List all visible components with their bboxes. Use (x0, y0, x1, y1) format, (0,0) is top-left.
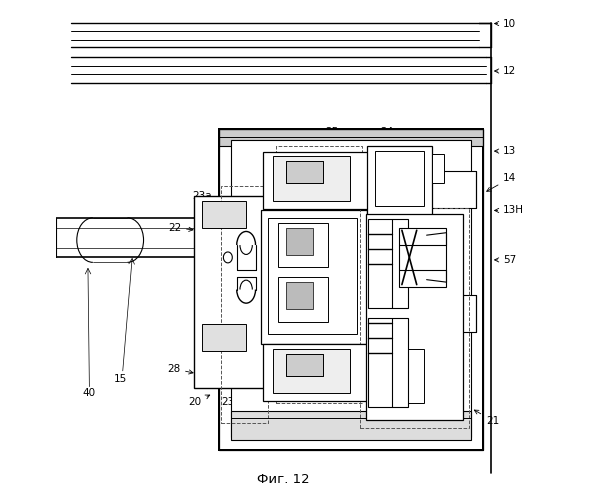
Bar (268, 218, 358, 334)
Bar (219, 129, 484, 450)
Text: 10: 10 (494, 18, 516, 28)
Text: 21: 21 (474, 410, 499, 426)
Text: 23: 23 (221, 394, 238, 407)
Bar (367, 344, 431, 413)
Bar (202, 324, 246, 351)
Bar (419, 171, 476, 208)
Text: 15: 15 (113, 374, 127, 384)
Bar (285, 228, 313, 255)
Text: 40: 40 (83, 388, 96, 398)
Text: 25: 25 (294, 433, 307, 443)
Bar (264, 344, 375, 401)
Bar (221, 186, 268, 423)
Text: 20: 20 (188, 395, 210, 407)
Text: 25: 25 (294, 129, 307, 139)
Bar (285, 354, 323, 376)
Text: 13: 13 (494, 146, 516, 156)
Bar (194, 196, 266, 388)
Bar (261, 210, 367, 344)
Text: 13H: 13H (494, 206, 524, 216)
Bar (273, 349, 350, 394)
Bar (419, 294, 476, 332)
Bar (276, 146, 362, 190)
Bar (368, 220, 408, 308)
Bar (202, 200, 246, 228)
Bar (219, 129, 484, 146)
Bar (231, 140, 471, 437)
Text: Фиг. 12: Фиг. 12 (257, 474, 310, 486)
Bar (264, 152, 375, 209)
Bar (375, 151, 424, 206)
Text: 23a: 23a (192, 190, 216, 208)
Bar (431, 154, 444, 183)
Bar (278, 223, 328, 268)
Bar (366, 214, 463, 420)
Bar (276, 359, 362, 404)
Text: 24: 24 (381, 128, 394, 138)
Bar (231, 410, 471, 440)
Text: 50: 50 (220, 203, 247, 242)
Bar (375, 349, 424, 404)
Text: 42: 42 (430, 407, 443, 426)
Bar (285, 354, 323, 376)
Text: 14: 14 (487, 174, 516, 192)
Bar (368, 318, 408, 407)
Bar (273, 156, 350, 200)
Bar (431, 352, 444, 381)
Text: 24: 24 (376, 433, 388, 443)
Bar (360, 208, 468, 428)
Bar (285, 161, 323, 184)
Bar (399, 228, 447, 287)
Bar (285, 282, 313, 310)
Text: 28: 28 (167, 364, 193, 374)
Text: 25a: 25a (325, 128, 345, 138)
Bar (278, 277, 328, 322)
Text: 23b: 23b (204, 362, 226, 391)
Text: 22: 22 (168, 223, 193, 233)
Text: 25a: 25a (325, 433, 345, 443)
Bar (219, 129, 484, 450)
Text: 57: 57 (494, 255, 516, 265)
Text: 12: 12 (494, 66, 516, 76)
Bar (285, 161, 323, 184)
Bar (219, 129, 484, 450)
Bar (367, 146, 431, 216)
